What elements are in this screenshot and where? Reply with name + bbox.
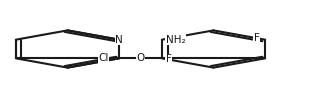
Text: N: N xyxy=(115,35,123,45)
Text: F: F xyxy=(165,54,171,64)
Text: O: O xyxy=(136,53,145,63)
Text: NH₂: NH₂ xyxy=(165,35,185,45)
Text: F: F xyxy=(254,33,260,43)
Text: Cl: Cl xyxy=(98,53,109,63)
